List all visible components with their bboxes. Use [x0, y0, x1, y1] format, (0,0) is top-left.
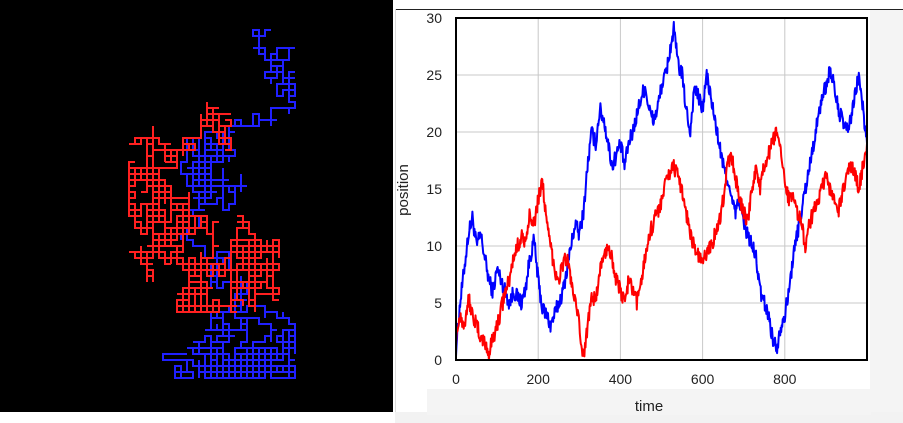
x-axis-label-area: [427, 389, 871, 415]
plot-frame: [455, 17, 868, 361]
panel-left-border: [395, 9, 396, 423]
y-tick-label: 30: [426, 10, 442, 26]
y-tick-label: 0: [434, 352, 442, 368]
y-tick-label: 25: [426, 67, 442, 83]
red-walk-trail: [128, 102, 280, 313]
plot-bottom-margin: [395, 412, 903, 423]
blue-series-line: [455, 20, 868, 357]
x-tick-label: 200: [527, 371, 551, 387]
panel-top-border: [395, 9, 903, 10]
y-tick-label: 20: [426, 124, 442, 140]
y-tick-label: 15: [426, 181, 442, 197]
blue-walk-trail: [162, 29, 296, 379]
y-tick-label: 5: [434, 295, 442, 311]
plot-right-margin: [870, 10, 903, 412]
x-tick-label: 800: [773, 371, 797, 387]
y-axis-label: position: [395, 164, 412, 216]
x-tick-label: 600: [691, 371, 715, 387]
series-lines: [455, 20, 868, 361]
position-time-chart: 0 200 400 600 800 0 5 10 15 20 25 30 time position: [395, 10, 868, 415]
plot-panel: [395, 0, 903, 423]
tick-labels: 0 200 400 600 800 0 5 10 15 20 25 30: [426, 10, 796, 387]
x-tick-label: 400: [609, 371, 633, 387]
x-axis-label: time: [635, 398, 663, 415]
random-walk-panel: [0, 0, 393, 412]
x-tick-label: 0: [452, 371, 460, 387]
y-tick-label: 10: [426, 238, 442, 254]
red-series-line: [455, 126, 868, 361]
walk-trails: [128, 29, 296, 379]
